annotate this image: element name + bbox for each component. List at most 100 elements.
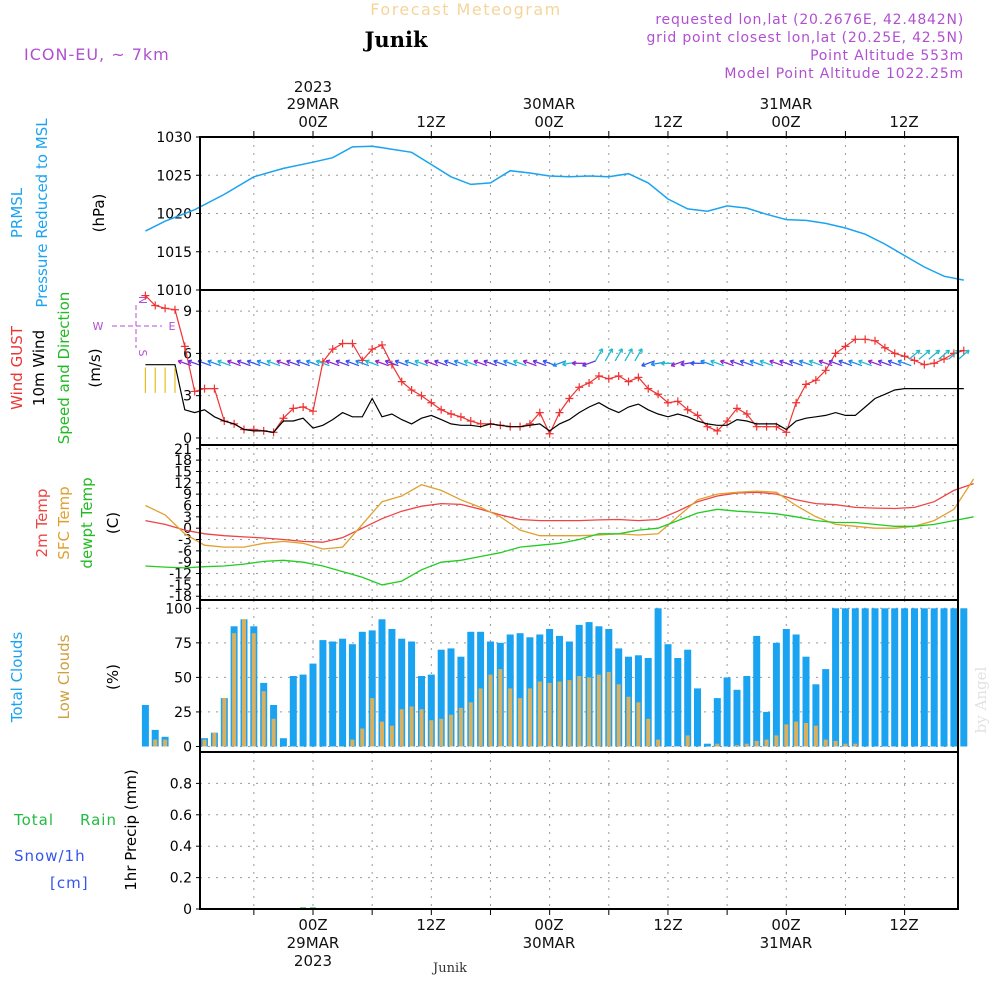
wind-arrow [552, 360, 567, 367]
low-cloud-bar [616, 684, 621, 747]
gust-marker [910, 356, 919, 365]
wind-unit-label: (m/s) [86, 348, 104, 387]
gust-marker [299, 402, 308, 411]
wind-arrow [207, 360, 222, 367]
low-cloud-bar [202, 739, 207, 747]
total-cloud-bar [743, 676, 751, 747]
low-cloud-bar [518, 698, 523, 747]
wind-arrow-head [355, 359, 360, 365]
total-cloud-bar [358, 631, 366, 747]
pressure-panel: 1010 1015 1020 1025 1030 [145, 130, 964, 299]
wind-arrow [454, 360, 468, 367]
low-cloud-bar [794, 721, 799, 747]
gust-marker [604, 374, 613, 383]
temperature-ytick-label: -15 [169, 578, 192, 594]
wind-arrow [394, 360, 409, 367]
low-cloud-bar [261, 691, 266, 747]
wind-arrow-head [296, 359, 301, 365]
wind-arrow-head [187, 359, 193, 365]
pressure-ylabels: PRMSL Pressure Reduced to MSL (hPa) [8, 118, 108, 308]
cloud-ylabels: Total Clouds Low Clouds (%) [8, 632, 122, 724]
wind-arrow [749, 360, 764, 367]
wind-arrow [789, 360, 803, 367]
wind-arrow [594, 348, 603, 362]
wind-arrow [493, 360, 508, 367]
clouds-ytick-label: 25 [174, 705, 192, 721]
total-cloud-bar [960, 608, 968, 747]
gust-marker [368, 345, 377, 354]
compass-rose: N S W E [93, 296, 176, 357]
wind-arrow-head [729, 359, 735, 365]
low-cloud-bar [853, 743, 858, 747]
precip-cm-label: [cm] [50, 874, 89, 892]
pressure-line [145, 145, 964, 281]
total-cloud-bar [832, 608, 840, 747]
temp-ylabels: 2m Temp SFC Temp dewpt Temp (C) [33, 477, 122, 568]
total-cloud-bar [694, 688, 701, 747]
gust-marker [851, 335, 860, 344]
total-cloud-bar [427, 674, 435, 747]
gust-marker [437, 405, 446, 414]
wind-frame [199, 289, 959, 446]
wind-arrow [247, 360, 261, 367]
wind-arrow-head [315, 359, 321, 365]
total-cloud-bar [279, 738, 287, 747]
compass-east: E [169, 320, 176, 333]
total-cloud-bar [437, 649, 445, 747]
low-cloud-bar [823, 739, 828, 747]
wind-arrow [938, 349, 950, 360]
temperature-ytick-label: 18 [174, 453, 192, 469]
wind-arrow-head [867, 359, 873, 365]
low-cloud-bar [163, 739, 168, 747]
wind-arrow-head [828, 359, 834, 365]
wind-arrow [868, 360, 882, 367]
wind-arrow-head [925, 349, 931, 355]
gust-marker [644, 384, 653, 393]
total-cloud-bar [467, 631, 475, 747]
total-cloud-bar [841, 608, 849, 747]
low-cloud-bar [212, 732, 217, 747]
precip-total-label: Total [13, 811, 54, 829]
precip-unit-label: 1hr Precip (mm) [122, 769, 140, 890]
gust-marker [180, 342, 189, 351]
gust-marker [634, 373, 643, 382]
wind-arrow-head [286, 359, 291, 365]
bottom-tick-5: 00Z [771, 916, 800, 934]
location-title: Junik [363, 27, 428, 52]
top-tick-3: 00Z [534, 113, 563, 131]
low-cloud-bar [380, 721, 384, 747]
wind-arrow [740, 360, 754, 367]
wind-arrow [256, 360, 271, 367]
wind-arrow [582, 360, 596, 367]
gust-marker [535, 408, 544, 417]
wind-arrow [908, 349, 921, 360]
total-cloud-bar [802, 656, 810, 747]
gust-marker [693, 411, 702, 420]
wind-arrow [730, 360, 744, 367]
total-cloud-bar [851, 608, 859, 747]
total-cloud-bar [339, 638, 347, 747]
precip-rain-label: Rain [80, 811, 117, 829]
gust-marker [466, 417, 475, 426]
gust-marker [811, 376, 820, 385]
wind-arrow [799, 360, 813, 367]
low-cloud-bar [498, 669, 503, 747]
wind-arrow-head [384, 359, 390, 365]
model-label: ICON-EU, ~ 7km [24, 45, 170, 64]
temperature-ytick-label: -18 [169, 589, 192, 605]
gust-line [144, 295, 964, 436]
low-cloud-bar [557, 681, 562, 747]
total-cloud-bar [408, 641, 416, 747]
gust-marker [456, 412, 465, 421]
wind-arrow [769, 360, 784, 367]
wind-dir-label: Speed and Direction [55, 292, 73, 445]
top-tick-6: 12Z [889, 113, 918, 131]
gust-marker [732, 404, 741, 413]
wind-arrow-head [453, 359, 459, 365]
chart-area: 101010151020102510300369-18-15-12-9-6-30… [141, 130, 975, 918]
wind-arrow [345, 360, 360, 367]
wind-arrow [444, 360, 458, 367]
gust-marker [161, 304, 170, 313]
model-altitude: Model Point Altitude 1022.25m [724, 66, 964, 82]
top-tick-4: 12Z [653, 113, 682, 131]
